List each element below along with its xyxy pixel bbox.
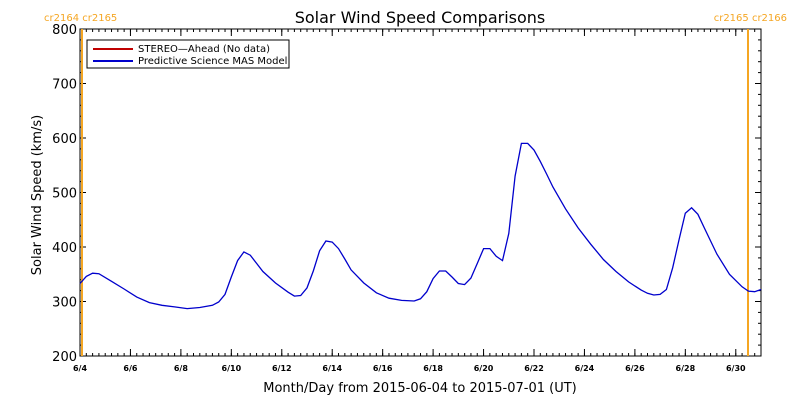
x-tick-label: 6/16 (373, 364, 393, 373)
y-tick-label: 600 (52, 132, 77, 147)
chart-title: Solar Wind Speed Comparisons (295, 8, 546, 27)
legend-box (86, 39, 290, 69)
x-tick-label: 6/10 (222, 364, 242, 373)
x-tick-label: 6/6 (123, 364, 137, 373)
x-tick-label: 6/14 (322, 364, 342, 373)
x-tick-label: 6/8 (174, 364, 188, 373)
carrington-markers: cr2164 cr2165 cr2165 cr2166 (44, 13, 787, 356)
x-tick-label: 6/12 (272, 364, 292, 373)
plot-frame (79, 28, 762, 357)
carrington-marker-label: cr2165 cr2166 (714, 13, 787, 24)
legend-label-stereo-ahead: STEREO—Ahead (No data) (138, 44, 270, 55)
y-tick-label: 300 (52, 296, 77, 311)
x-axis: 6/4 6/6 6/8 6/10 6/12 6/14 6/16 6/18 6/20 6/22 6/2… (73, 29, 756, 373)
x-tick-label: 6/20 (474, 364, 494, 373)
y-tick-label: 200 (52, 350, 77, 365)
x-tick-label: 6/26 (625, 364, 645, 373)
y-tick-label: 400 (52, 241, 77, 256)
x-tick-label: 6/28 (676, 364, 696, 373)
x-tick-label: 6/18 (423, 364, 443, 373)
y-axis-label: Solar Wind Speed (km/s) (30, 115, 45, 275)
x-tick-label: 6/24 (575, 364, 595, 373)
series-layer (79, 142, 762, 310)
x-tick-label: 6/30 (726, 364, 746, 373)
y-tick-label: 700 (52, 78, 77, 93)
legend-label-mas-model: Predictive Science MAS Model (138, 56, 287, 67)
y-axis: 200 300 400 500 600 700 800 (52, 23, 761, 365)
carrington-marker-label: cr2164 cr2165 (44, 13, 117, 24)
x-tick-label: 6/4 (73, 364, 87, 373)
x-tick-label: 6/22 (524, 364, 544, 373)
series-line-mas-model (79, 142, 762, 310)
legend: STEREO—Ahead (No data) Predictive Scienc… (86, 39, 290, 69)
y-tick-label: 500 (52, 187, 77, 202)
y-tick-label: 800 (52, 23, 77, 38)
x-axis-label: Month/Day from 2015-06-04 to 2015-07-01 … (263, 381, 576, 396)
